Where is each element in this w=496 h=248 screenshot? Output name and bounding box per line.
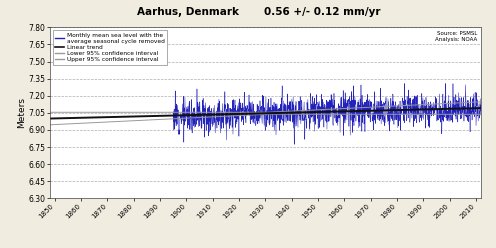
Legend: Monthly mean sea level with the
average seasonal cycle removed, Linear trend, Lo: Monthly mean sea level with the average …: [53, 30, 167, 65]
Text: Source: PSMSL
Analysis: NOAA: Source: PSMSL Analysis: NOAA: [434, 31, 477, 42]
Text: 0.56 +/- 0.12 mm/yr: 0.56 +/- 0.12 mm/yr: [264, 7, 380, 17]
Text: Aarhus, Denmark: Aarhus, Denmark: [137, 7, 240, 17]
Y-axis label: Meters: Meters: [17, 97, 26, 128]
